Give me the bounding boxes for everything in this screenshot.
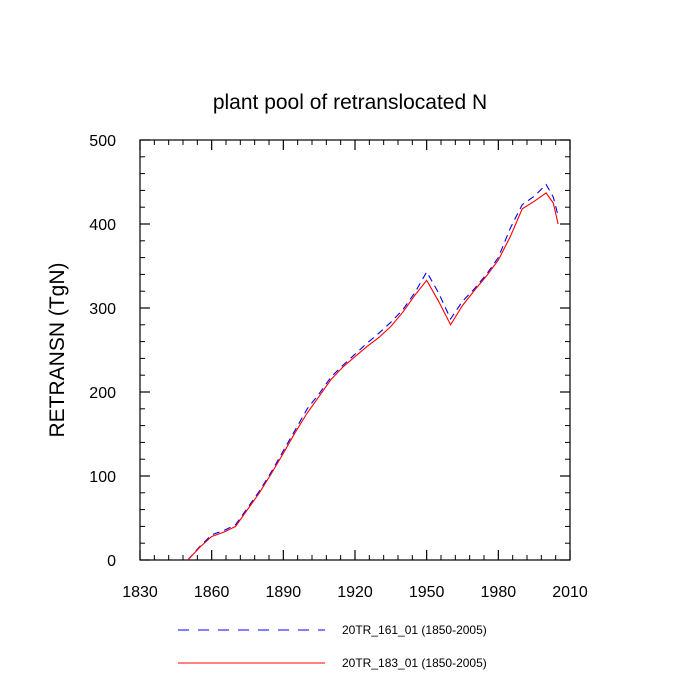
x-tick-label: 1830	[122, 584, 158, 601]
y-tick-label: 0	[107, 553, 116, 570]
y-tick-label: 400	[89, 217, 116, 234]
legend-label-2: 20TR_183_01 (1850-2005)	[342, 656, 487, 670]
y-tick-label: 500	[89, 133, 116, 150]
tick-labels: 1830 1860 1890 1920 1950 1980 2010 0 100 200 300 40…	[89, 133, 588, 601]
y-tick-label: 300	[89, 301, 116, 318]
x-tick-label: 2010	[552, 584, 588, 601]
minor-ticks	[140, 140, 570, 560]
plot-area	[139, 139, 571, 561]
y-tick-label: 100	[89, 469, 116, 486]
major-ticks	[139, 139, 571, 561]
x-tick-label: 1920	[337, 584, 373, 601]
x-tick-label: 1980	[481, 584, 517, 601]
y-tick-label: 200	[89, 385, 116, 402]
series-lines	[187, 183, 559, 561]
x-tick-label: 1860	[194, 584, 230, 601]
series-line-2	[187, 192, 559, 561]
series-line-1	[187, 183, 559, 561]
chart-title: plant pool of retranslocated N	[213, 91, 487, 114]
plot-frame	[139, 139, 571, 561]
x-tick-label: 1890	[266, 584, 302, 601]
legend-label-1: 20TR_161_01 (1850-2005)	[342, 623, 487, 637]
legend: 20TR_161_01 (1850-2005) 20TR_183_01 (1850…	[178, 623, 487, 670]
x-tick-label: 1950	[409, 584, 445, 601]
y-axis-label: RETRANSN (TgN)	[46, 262, 69, 437]
